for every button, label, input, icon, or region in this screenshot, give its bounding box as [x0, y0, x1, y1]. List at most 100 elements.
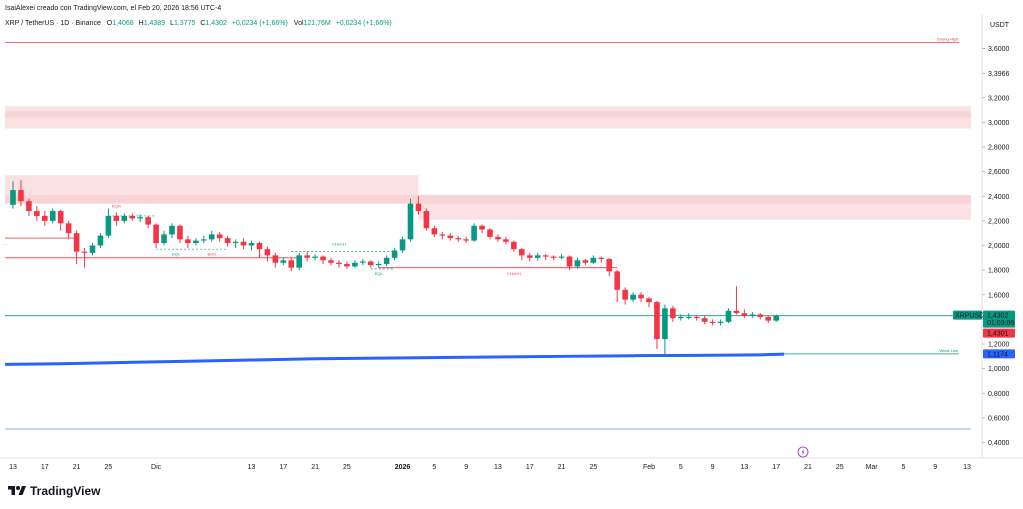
candle — [81, 247, 88, 268]
candle — [137, 214, 143, 223]
candle — [232, 239, 239, 248]
candle — [288, 257, 295, 272]
time-axis[interactable]: 13 17 21 25 Dic 13 17 21 25 2026 5 9 13 17 21 25 Feb 5 9 13… — [9, 464, 971, 471]
candle — [622, 287, 628, 305]
candle-body — [169, 225, 175, 235]
candle-body — [622, 289, 628, 300]
candle-body — [526, 255, 533, 258]
candle — [542, 254, 549, 261]
price-tick-label: 2,2000 — [988, 218, 1010, 225]
price-tick-label: 3,2000 — [988, 95, 1010, 102]
candle-body — [709, 321, 716, 324]
candle-body — [42, 215, 48, 221]
time-tick-label: 17 — [772, 464, 780, 471]
candle — [97, 233, 104, 248]
price-tick-label: 3,0000 — [988, 120, 1010, 127]
tradingview-logo-icon — [8, 486, 26, 495]
candle — [519, 247, 525, 261]
annotation-label: BOS — [208, 251, 217, 256]
symbol-tag-text: XRPUSDT — [955, 313, 989, 320]
candle — [177, 224, 183, 244]
time-tick-label: Feb — [643, 464, 655, 471]
candle-body — [161, 234, 167, 244]
candle — [582, 259, 589, 266]
candle-body — [375, 263, 382, 266]
candle-body — [272, 255, 279, 263]
open-label: O — [107, 20, 113, 27]
candle-body — [208, 234, 215, 240]
candle-body — [654, 302, 660, 340]
time-tick-label: 13 — [741, 464, 749, 471]
time-tick-label: 17 — [279, 464, 287, 471]
candle-body — [81, 251, 88, 253]
candle — [431, 225, 438, 237]
candle-body — [479, 225, 485, 230]
candle — [606, 257, 613, 277]
candle-body — [749, 314, 756, 316]
candle — [129, 213, 136, 221]
price-tick-label: 2,4000 — [988, 194, 1010, 201]
candle-body — [519, 249, 525, 256]
ma-tag — [983, 349, 1015, 359]
candle — [264, 246, 271, 262]
candle-body — [193, 240, 199, 244]
candle — [717, 319, 724, 326]
candle — [701, 315, 708, 325]
candle — [566, 255, 573, 271]
time-tick-label: 13 — [494, 464, 502, 471]
candle-body — [248, 243, 255, 246]
annotations: EQH EQL BOS CHoCH EQL CHoCH... — [3, 203, 520, 276]
candle — [352, 260, 358, 268]
candle — [145, 215, 151, 229]
candle — [320, 255, 326, 264]
moving-average — [5, 352, 785, 366]
high-label: H — [139, 20, 144, 27]
candle-body — [534, 255, 541, 258]
annotation-label: EQH — [112, 203, 121, 208]
candle — [765, 315, 772, 324]
candle — [590, 255, 597, 264]
supply-zone — [5, 111, 971, 118]
prev-close-tag — [983, 328, 1015, 338]
candle-body — [391, 250, 398, 258]
candle-body — [232, 241, 239, 244]
candle — [73, 230, 80, 264]
symbol-label: XRP / TetherUS · 1D · Binance — [5, 20, 101, 27]
candle-body — [105, 215, 112, 236]
close-label: C — [200, 20, 205, 27]
candle-body — [733, 310, 740, 314]
time-tick-label: 21 — [558, 464, 566, 471]
tradingview-logo[interactable]: TradingView — [8, 484, 100, 498]
candle-body — [630, 294, 636, 300]
symbol-tag — [953, 310, 982, 320]
candle — [360, 259, 366, 266]
candle-body — [201, 239, 207, 241]
currency-label[interactable]: USDT — [990, 22, 1010, 29]
price-tick-label: 2,8000 — [988, 145, 1010, 152]
candle — [336, 260, 342, 268]
candle-body — [773, 315, 779, 321]
candle-body — [177, 225, 183, 240]
candle-body — [304, 255, 310, 258]
candle-body — [423, 211, 430, 229]
candle-body — [598, 257, 605, 260]
ohlc-legend: XRP / TetherUS · 1D · Binance O1,4068 H1… — [5, 20, 392, 27]
candle-body — [606, 259, 613, 272]
time-tick-label: 5 — [432, 464, 436, 471]
candle-body — [614, 271, 620, 290]
low-label: L — [170, 20, 174, 27]
candle-body — [18, 190, 24, 202]
candle-body — [121, 215, 128, 221]
alert-marker[interactable] — [797, 446, 809, 458]
candle — [415, 196, 422, 215]
candle — [224, 235, 231, 247]
candle — [614, 270, 620, 303]
candle — [121, 213, 128, 224]
price-tick-label: 2,6000 — [988, 169, 1010, 176]
candle-body — [288, 260, 295, 268]
candle-body — [320, 256, 326, 261]
candle — [240, 238, 247, 250]
candle-body — [34, 211, 40, 216]
high-value: 1,4389 — [144, 20, 166, 27]
